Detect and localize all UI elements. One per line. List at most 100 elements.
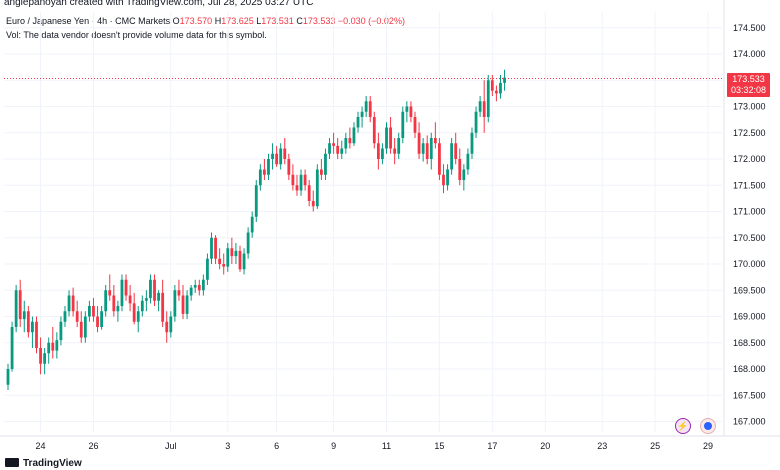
candle-body	[478, 101, 482, 112]
candle-body	[503, 77, 506, 83]
candle-body	[340, 148, 344, 154]
candle-body	[279, 148, 283, 165]
candle-body	[218, 258, 222, 264]
candle-body	[222, 264, 226, 267]
candle-body	[193, 285, 197, 288]
candle-body	[405, 106, 409, 112]
x-tick-label: Jul	[165, 441, 177, 451]
candle-body	[185, 295, 189, 314]
candle-body	[197, 285, 201, 291]
candle-body	[149, 279, 152, 299]
candle-body	[332, 143, 335, 146]
candle-body	[169, 316, 173, 333]
candle-body	[181, 295, 185, 314]
open-label: O	[172, 16, 180, 26]
candle-body	[275, 153, 279, 165]
candle-body	[234, 250, 238, 257]
candle-body	[124, 279, 128, 296]
candle-body	[389, 127, 392, 149]
candle-body	[79, 321, 83, 338]
candle-body	[267, 159, 270, 175]
close-label: C	[296, 16, 303, 26]
y-tick-label: 172.500	[733, 128, 766, 138]
candle-body	[319, 169, 323, 175]
x-tick-label: 3	[225, 441, 230, 451]
candle-body	[206, 258, 209, 280]
candle-body	[250, 216, 254, 233]
candle-body	[165, 321, 169, 333]
candle-body	[144, 298, 148, 301]
candle-body	[263, 169, 266, 175]
x-tick-label: 25	[650, 441, 660, 451]
candle-body	[421, 143, 425, 154]
x-tick-label: 6	[274, 441, 279, 451]
candle-body	[92, 306, 95, 317]
x-tick-label: 17	[487, 441, 497, 451]
y-tick-label: 171.500	[733, 180, 766, 190]
candle-body	[454, 143, 458, 159]
candle-body	[474, 111, 478, 133]
instrument-label[interactable]: Euro / Japanese Yen · 4h · CMC Markets	[6, 16, 171, 26]
candle-body	[446, 169, 449, 186]
candle-body	[499, 82, 502, 94]
candle-body	[409, 106, 413, 117]
candle-body	[482, 101, 486, 117]
candle-body	[393, 148, 397, 154]
candle-body	[63, 311, 67, 322]
candle-body	[161, 292, 165, 322]
candle-body	[425, 143, 429, 159]
candle-body	[157, 292, 160, 301]
x-tick-label: 29	[703, 441, 713, 451]
lightning-icon[interactable]: ⚡	[675, 418, 691, 434]
candle-body	[348, 138, 352, 144]
candle-body	[120, 279, 124, 306]
y-tick-label: 174.500	[733, 23, 766, 33]
x-tick-label: 15	[434, 441, 444, 451]
symbol-legend: Euro / Japanese Yen · 4h · CMC Markets O…	[6, 14, 405, 42]
candle-body	[368, 101, 372, 117]
flag-icon[interactable]	[700, 418, 716, 434]
candle-body	[324, 153, 327, 175]
candle-body	[381, 148, 384, 159]
candle-body	[96, 316, 99, 327]
y-tick-label: 171.000	[733, 207, 766, 217]
candle-body	[429, 138, 433, 159]
candle-body	[376, 143, 380, 159]
candle-body	[360, 111, 364, 117]
ohlc-line: Euro / Japanese Yen · 4h · CMC Markets O…	[6, 14, 405, 28]
candle-body	[108, 290, 112, 296]
change-value: −0.030 (−0.02%)	[337, 16, 405, 26]
low-value: 173.531	[261, 16, 294, 26]
candle-body	[31, 321, 34, 333]
candle-body	[55, 340, 59, 351]
candle-body	[22, 311, 26, 320]
candle-body	[173, 290, 177, 317]
x-tick-label: 23	[597, 441, 607, 451]
y-tick-label: 167.000	[733, 417, 766, 427]
candle-body	[299, 174, 303, 191]
x-tick-label: 9	[331, 441, 336, 451]
candle-body	[490, 80, 494, 91]
candle-body	[372, 117, 376, 144]
candle-body	[438, 143, 441, 175]
candle-body	[258, 169, 262, 186]
candle-body	[177, 290, 181, 296]
y-tick-label: 170.000	[733, 259, 766, 269]
candle-body	[291, 174, 295, 186]
x-tick-label: 26	[88, 441, 98, 451]
last-price-value: 173.533	[732, 73, 765, 84]
candle-body	[153, 279, 156, 301]
high-value: 173.625	[221, 16, 254, 26]
candle-body	[14, 290, 18, 327]
volume-note: Vol: The data vendor doesn't provide vol…	[6, 30, 267, 40]
candle-body	[307, 185, 311, 201]
candle-body	[210, 237, 213, 259]
candle-body	[230, 248, 234, 257]
candle-body	[67, 295, 71, 312]
candle-body	[104, 290, 108, 312]
candle-body	[344, 138, 348, 149]
candle-body	[442, 174, 445, 186]
candle-body	[401, 111, 405, 138]
candle-body	[100, 311, 104, 327]
